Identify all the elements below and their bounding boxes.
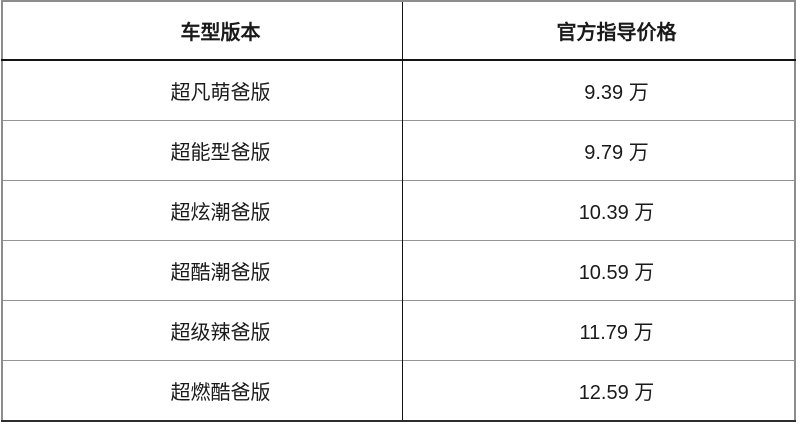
price-cell: 10.59 万 [402, 240, 795, 301]
table-row: 超炫潮爸版 10.39 万 [2, 180, 795, 241]
model-price-table: 车型版本 官方指导价格 超凡萌爸版 9.39 万 超能型爸版 9.79 万 超炫… [1, 0, 796, 422]
table-row: 超凡萌爸版 9.39 万 [2, 60, 795, 121]
price-cell: 10.39 万 [402, 180, 795, 241]
price-cell: 9.79 万 [402, 120, 795, 181]
table-row: 超酷潮爸版 10.59 万 [2, 240, 795, 301]
price-cell: 9.39 万 [584, 82, 649, 104]
table-row: 超燃酷爸版 12.59 万 [2, 360, 795, 421]
model-version-cell: 超酷潮爸版 [2, 240, 403, 301]
price-table: 车型版本 官方指导价格 超凡萌爸版 9.39 万 超能型爸版 9.79 万 超炫… [1, 0, 796, 422]
model-version-cell: 超级辣爸版 [2, 300, 403, 361]
column-header-model-version: 车型版本 [2, 1, 403, 61]
price-cell: 12.59 万 [402, 360, 795, 421]
model-version-cell: 超燃酷爸版 [2, 360, 403, 421]
table-row: 超能型爸版 9.79 万 [2, 120, 795, 181]
table-row: 超级辣爸版 11.79 万 [2, 300, 795, 361]
model-version-cell: 超能型爸版 [2, 120, 403, 181]
model-version-cell: 超炫潮爸版 [2, 180, 403, 241]
model-version-cell: 超凡萌爸版 [2, 60, 403, 121]
price-cell: 11.79 万 [402, 300, 795, 361]
column-header-guide-price: 官方指导价格 [402, 1, 795, 61]
table-header-row: 车型版本 官方指导价格 [2, 1, 795, 61]
